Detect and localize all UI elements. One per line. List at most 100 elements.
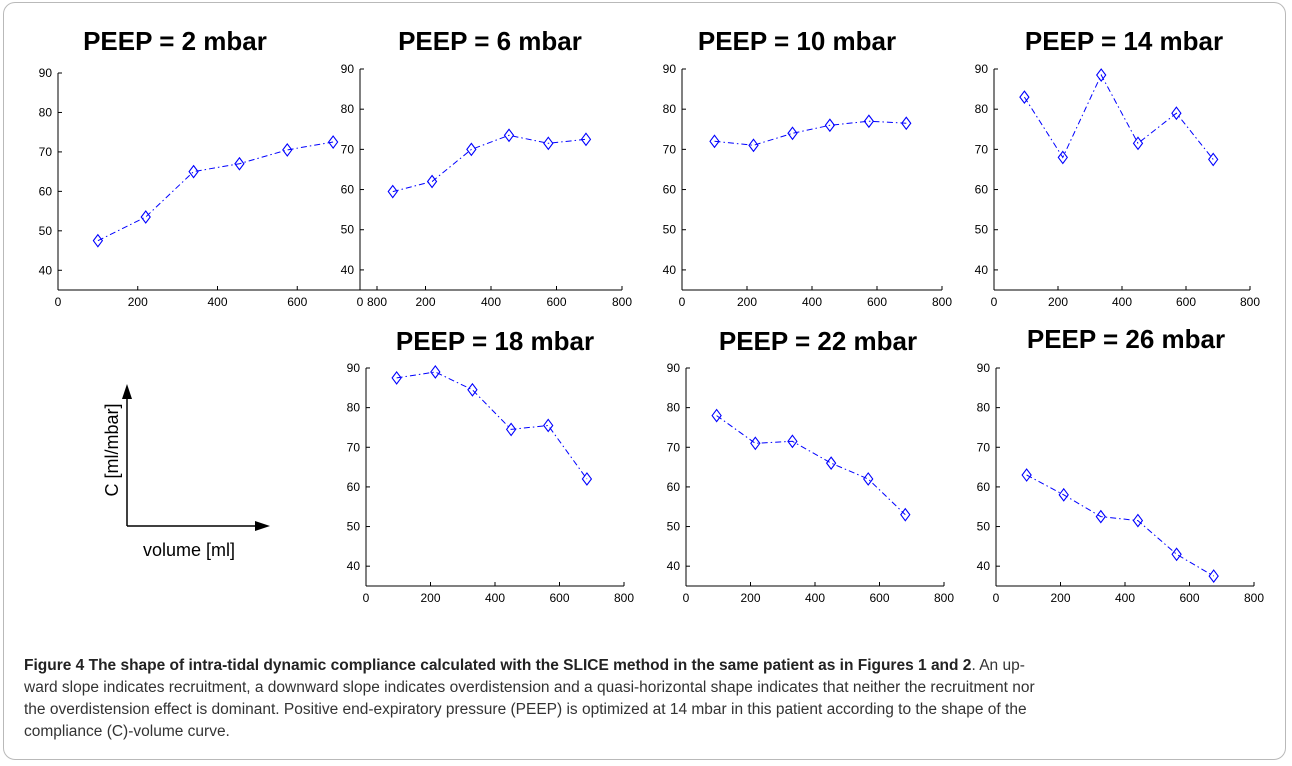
- legend-y-label: C [ml/mbar]: [102, 403, 122, 496]
- y-tick-label: 40: [341, 263, 355, 277]
- caption-line-4: compliance (C)-volume curve.: [24, 723, 230, 740]
- panel-title: PEEP = 18 mbar: [396, 326, 594, 356]
- panel-title: PEEP = 14 mbar: [1025, 26, 1223, 56]
- data-point: [234, 156, 245, 171]
- data-point: [543, 136, 554, 151]
- x-tick-label: 600: [546, 295, 566, 309]
- data-point: [282, 143, 293, 157]
- series-line: [97, 141, 334, 242]
- figure-caption: Figure 4 The shape of intra-tidal dynami…: [24, 655, 1272, 743]
- x-tick-label: 0: [683, 591, 690, 605]
- data-point: [1095, 509, 1106, 524]
- y-tick-label: 90: [667, 361, 681, 375]
- series-line: [392, 134, 587, 193]
- x-tick-label: 600: [869, 591, 889, 605]
- y-tick-label: 50: [977, 520, 991, 534]
- y-tick-label: 90: [39, 66, 53, 80]
- y-tick-label: 60: [347, 480, 361, 494]
- data-point: [748, 138, 759, 153]
- panel-6: PEEP = 22 mbar 40 50 60 70 80 90 0 200 400 600 800: [667, 326, 955, 605]
- y-tick-label: 70: [341, 142, 355, 156]
- data-point: [327, 135, 339, 149]
- y-tick-label: 50: [663, 223, 677, 237]
- x-tick-label: 200: [128, 295, 148, 309]
- x-tick-label: 400: [485, 591, 505, 605]
- y-tick-label: 50: [39, 224, 53, 238]
- y-tick-label: 70: [975, 142, 989, 156]
- y-tick-label: 50: [341, 223, 355, 237]
- caption-line-2: ward slope indicates recruitment, a down…: [24, 679, 1035, 696]
- data-point: [140, 210, 151, 224]
- x-tick-label: 200: [737, 295, 757, 309]
- y-tick-label: 70: [39, 145, 53, 159]
- panel-title: PEEP = 2 mbar: [83, 26, 267, 56]
- x-tick-label: 0: [679, 295, 686, 309]
- y-tick-label: 70: [347, 440, 361, 454]
- y-tick-label: 60: [667, 480, 681, 494]
- y-tick-label: 70: [663, 142, 677, 156]
- series-line: [396, 371, 588, 480]
- y-tick-label: 80: [975, 102, 989, 116]
- x-tick-label: 400: [207, 295, 227, 309]
- x-tick-label: 600: [549, 591, 569, 605]
- legend-x-arrowhead: [255, 521, 270, 531]
- series-line: [716, 415, 906, 516]
- data-point: [1208, 152, 1219, 167]
- panel-7: PEEP = 26 mbar 40 50 60 70 80 90 0 200 400 600 800: [977, 324, 1265, 605]
- y-tick-label: 50: [347, 520, 361, 534]
- x-tick-label: 0: [357, 295, 364, 309]
- y-tick-label: 60: [39, 184, 53, 198]
- y-tick-label: 70: [977, 440, 991, 454]
- data-point: [426, 174, 438, 189]
- data-point: [391, 370, 402, 385]
- data-point: [580, 132, 592, 147]
- y-tick-label: 90: [347, 361, 361, 375]
- data-point: [750, 436, 761, 451]
- data-point: [581, 472, 593, 486]
- panel-3: PEEP = 10 mbar 40 50 60 70 80 90 0 200 400 600 800: [663, 26, 953, 309]
- data-point: [1058, 487, 1069, 502]
- data-point: [1171, 547, 1182, 562]
- x-tick-label: 800: [612, 295, 632, 309]
- data-point: [503, 128, 515, 143]
- x-tick-label: 800: [614, 591, 634, 605]
- data-point: [1132, 136, 1144, 151]
- axes-legend: C [ml/mbar] volume [ml]: [102, 384, 270, 560]
- x-tick-label: 600: [1176, 295, 1196, 309]
- x-tick-label: 800: [1244, 591, 1264, 605]
- x-tick-label: 600: [287, 295, 307, 309]
- data-point: [1019, 90, 1030, 105]
- x-tick-label: 0: [991, 295, 998, 309]
- x-tick-label: 800: [934, 591, 954, 605]
- series-line: [714, 120, 907, 146]
- panel-5: PEEP = 18 mbar 40 50 60 70 80 90 0 200 400 600 800: [347, 326, 635, 605]
- x-tick-label: 200: [1050, 591, 1070, 605]
- data-point: [543, 418, 554, 433]
- y-tick-label: 80: [667, 401, 681, 415]
- y-tick-label: 70: [667, 440, 681, 454]
- x-tick-label: 400: [805, 591, 825, 605]
- x-tick-label: 400: [1115, 591, 1135, 605]
- x-tick-label: 200: [740, 591, 760, 605]
- x-tick-label: 800: [932, 295, 952, 309]
- data-point: [92, 233, 104, 248]
- panel-title: PEEP = 26 mbar: [1027, 324, 1225, 354]
- data-point: [1132, 513, 1144, 528]
- y-tick-label: 50: [667, 520, 681, 534]
- data-point: [1208, 569, 1219, 584]
- x-tick-label: 0: [55, 295, 62, 309]
- legend-x-label: volume [ml]: [143, 540, 235, 560]
- data-point: [1171, 106, 1182, 121]
- y-tick-label: 40: [347, 559, 361, 573]
- panel-2: PEEP = 6 mbar 40 50 60 70 80 90 0 200 400 600 800: [341, 26, 633, 309]
- caption-line-1: Figure 4 The shape of intra-tidal dynami…: [24, 655, 1272, 677]
- series-line: [1023, 73, 1214, 160]
- x-tick-label: 800: [367, 295, 387, 309]
- x-tick-label: 800: [1240, 295, 1260, 309]
- x-tick-label: 0: [363, 591, 370, 605]
- x-tick-label: 600: [1179, 591, 1199, 605]
- data-point: [466, 142, 477, 157]
- data-point: [430, 365, 441, 379]
